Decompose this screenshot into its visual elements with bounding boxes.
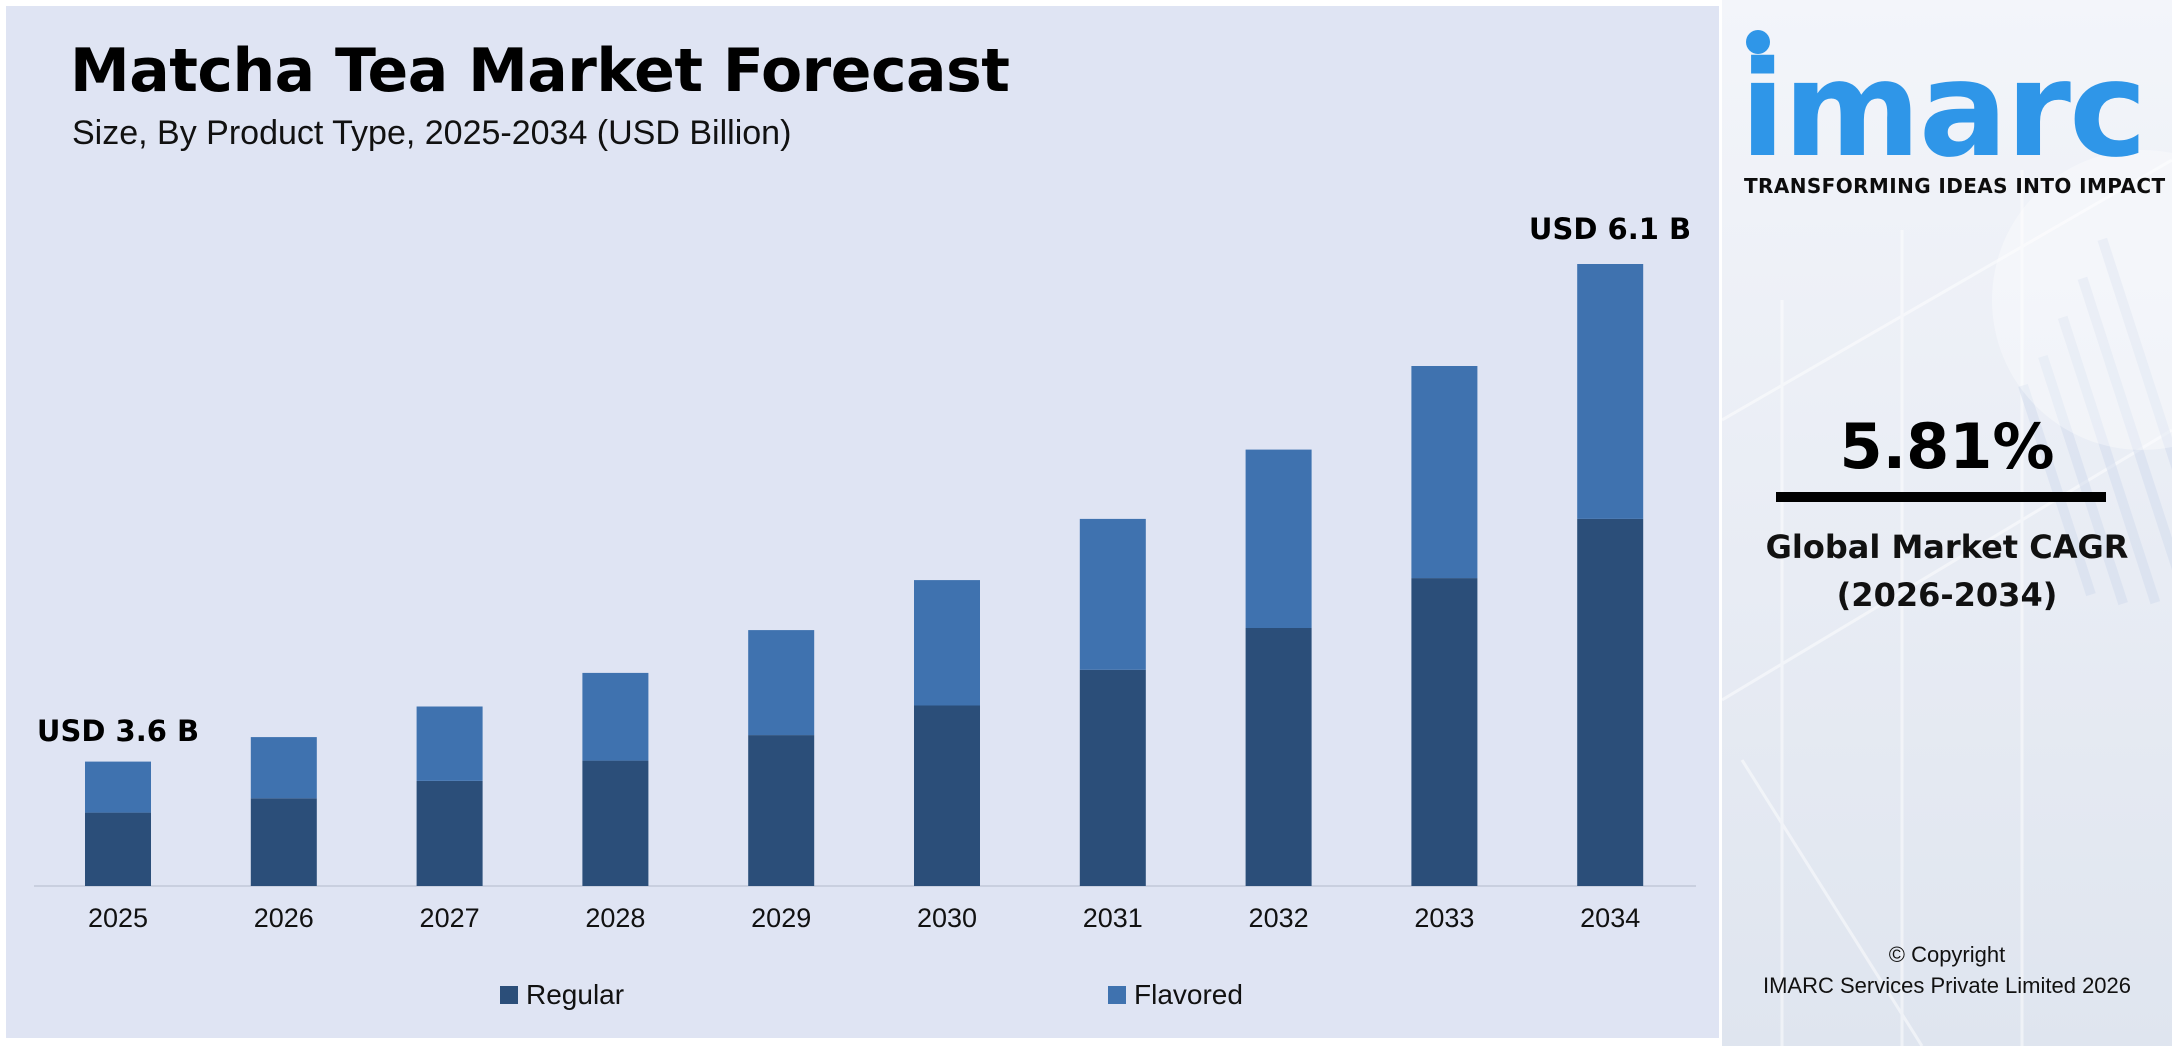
x-tick-label-2033: 2033 <box>1414 903 1474 933</box>
bar-flavored-2033 <box>1411 366 1478 579</box>
x-tick-label-2028: 2028 <box>585 903 645 933</box>
legend-swatch-flavored <box>1108 986 1126 1004</box>
sidebar-panel: imarc TRANSFORMING IDEAS INTO IMPACT 5.8… <box>1722 0 2172 1046</box>
cagr-divider <box>1776 492 2106 502</box>
bar-flavored-2025 <box>85 761 151 813</box>
cagr-value: 5.81% <box>1839 410 2055 483</box>
x-tick-label-2032: 2032 <box>1249 903 1309 933</box>
x-tick-label-2027: 2027 <box>420 903 480 933</box>
chart-subtitle: Size, By Product Type, 2025-2034 (USD Bi… <box>72 114 792 152</box>
bar-regular-2026 <box>250 798 317 886</box>
bar-regular-2030 <box>914 705 980 886</box>
callout-end-value: USD 6.1 B <box>1529 212 1691 246</box>
x-tick-label-2034: 2034 <box>1580 903 1640 933</box>
chart-title: Matcha Tea Market Forecast <box>70 36 1010 106</box>
bar-regular-2027 <box>416 781 483 886</box>
bar-flavored-2032 <box>1245 449 1312 628</box>
bar-regular-2025 <box>85 812 151 886</box>
logo-tagline: TRANSFORMING IDEAS INTO IMPACT <box>1744 174 2166 198</box>
background-chart-art <box>1722 150 2172 1046</box>
x-tick-label-2031: 2031 <box>1083 903 1143 933</box>
callout-start-value: USD 3.6 B <box>37 714 199 748</box>
bar-flavored-2030 <box>914 580 980 706</box>
legend-item-regular: Regular <box>500 978 624 1012</box>
bar-regular-2032 <box>1245 628 1312 886</box>
bar-flavored-2028 <box>582 672 649 761</box>
copyright-notice: © Copyright IMARC Services Private Limit… <box>1722 940 2172 1002</box>
bar-regular-2031 <box>1079 669 1146 886</box>
logo-dot <box>1746 30 1770 54</box>
bar-regular-2029 <box>748 735 815 886</box>
bar-flavored-2029 <box>748 630 815 736</box>
legend-swatch-regular <box>500 986 518 1004</box>
cagr-label-line-2: (2026-2034) <box>1836 576 2058 614</box>
x-tick-label-2030: 2030 <box>917 903 977 933</box>
x-tick-label-2029: 2029 <box>751 903 811 933</box>
cagr-label-line-1: Global Market CAGR <box>1765 528 2129 566</box>
bar-regular-2033 <box>1411 578 1478 886</box>
legend-item-flavored: Flavored <box>1108 978 1243 1012</box>
copyright-line-1: © Copyright <box>1888 942 2006 967</box>
bar-regular-2028 <box>582 760 649 886</box>
chart-plot: 2025 2026 2027 2028 2029 2030 2031 2032 2033 2034… <box>34 212 1696 933</box>
bar-flavored-2034 <box>1577 264 1644 519</box>
x-tick-label-2026: 2026 <box>254 903 314 933</box>
legend-label-flavored: Flavored <box>1134 979 1243 1010</box>
bar-flavored-2026 <box>250 737 317 799</box>
cagr-label: Global Market CAGR (2026-2034) <box>1722 523 2172 619</box>
copyright-line-2: IMARC Services Private Limited 2026 <box>1762 972 2132 998</box>
legend-label-regular: Regular <box>526 979 625 1010</box>
imarc-logo: imarc <box>1740 33 2147 187</box>
bar-flavored-2027 <box>416 706 483 781</box>
chart-panel: Matcha Tea Market Forecast Size, By Prod… <box>6 6 1719 1038</box>
bar-regular-2034 <box>1577 518 1644 886</box>
x-tick-label-2025: 2025 <box>88 903 148 933</box>
bar-flavored-2031 <box>1079 518 1146 670</box>
